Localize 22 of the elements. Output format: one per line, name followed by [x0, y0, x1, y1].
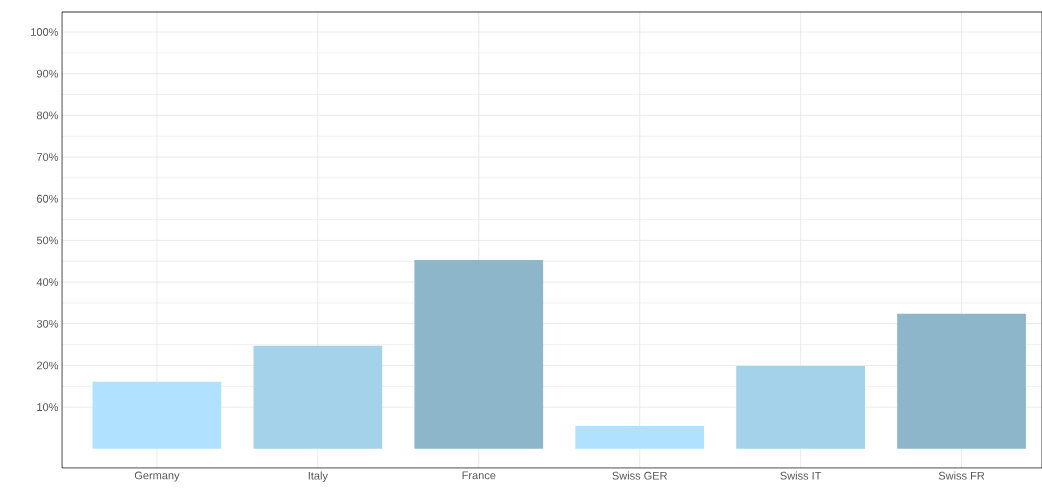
y-tick-label: 20% [37, 361, 59, 370]
y-tick-label: 100% [31, 28, 59, 36]
y-tick-label: 70% [37, 153, 59, 161]
y-tick-label: 90% [36, 69, 59, 78]
x-tick-label: Italy [308, 471, 328, 482]
bar [575, 425, 705, 449]
bar [736, 365, 865, 449]
bar [897, 313, 1026, 449]
bar [253, 345, 383, 449]
y-tick-label: 50% [36, 236, 59, 245]
bar [414, 260, 544, 449]
x-tick-label: Swiss GER [612, 471, 667, 480]
y-tick-label: 60% [37, 194, 59, 203]
x-tick-label: France [462, 471, 496, 480]
bar [92, 381, 222, 449]
x-tick-label: Swiss IT [780, 471, 822, 480]
y-tick-label: 30% [36, 319, 59, 328]
y-tick-label: 10% [37, 403, 59, 412]
x-tick-label: Germany [134, 471, 180, 482]
y-tick-label: 40% [36, 278, 59, 286]
y-tick-label: 80% [36, 111, 59, 120]
x-tick-label: Swiss FR [938, 471, 985, 480]
